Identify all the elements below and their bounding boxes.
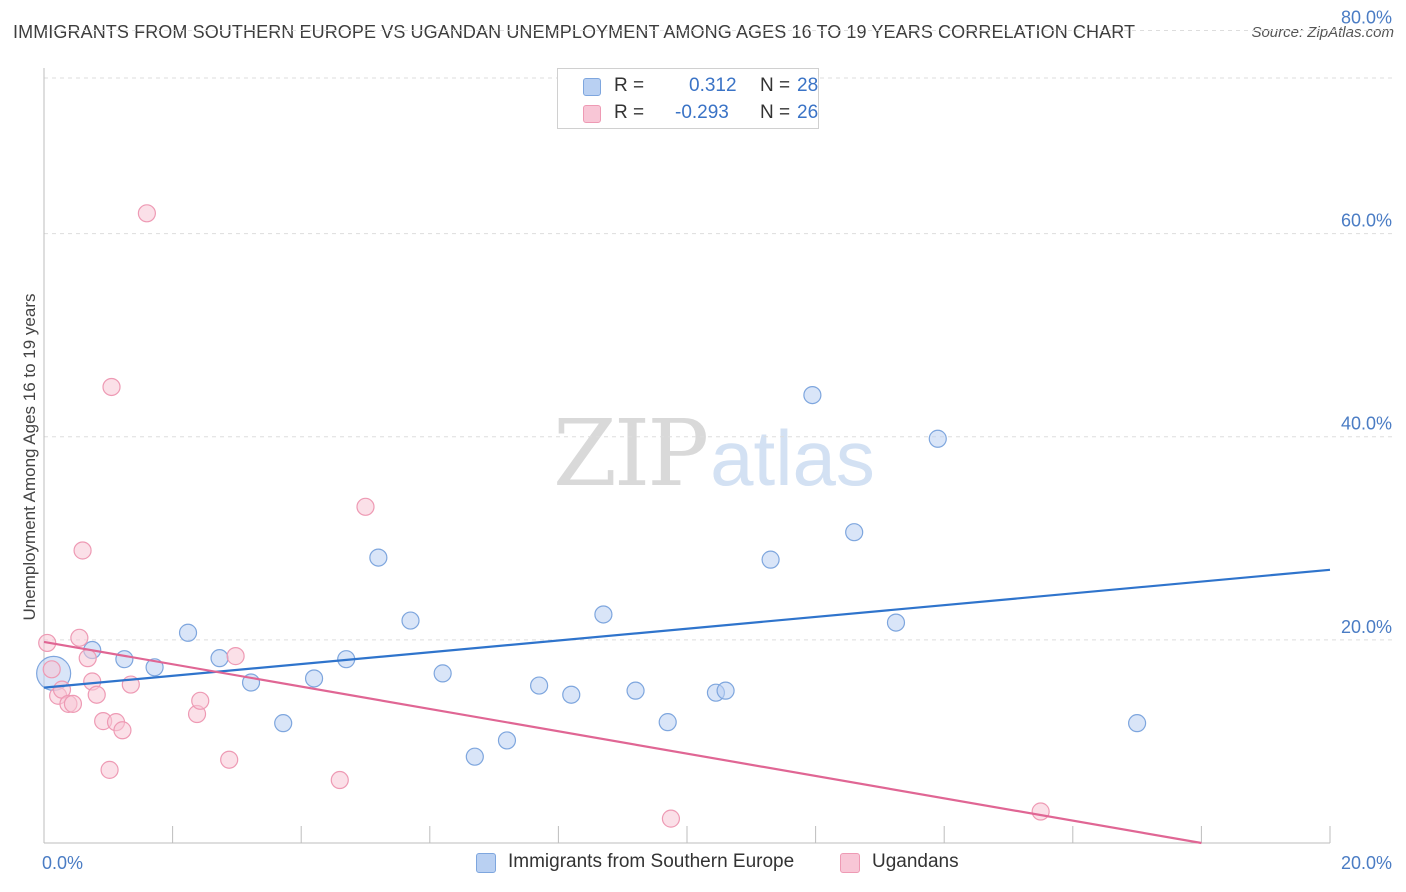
- pink-data-point: [42, 660, 61, 679]
- blue-data-point: [886, 613, 906, 632]
- blue-data-point: [803, 385, 822, 405]
- n-label: N =: [760, 75, 791, 96]
- pink-data-point: [330, 770, 349, 790]
- points-layer: [36, 204, 1147, 828]
- pink-data-point: [63, 694, 83, 713]
- pink-data-point: [220, 750, 239, 769]
- legend-label: Ugandans: [872, 851, 959, 872]
- x-tick-label: 20.0%: [1341, 853, 1392, 873]
- watermark: ZIPatlas: [553, 400, 875, 507]
- pink-data-point: [87, 685, 106, 704]
- pink-data-point: [100, 760, 119, 779]
- blue-data-point: [304, 669, 324, 688]
- blue-swatch: [476, 853, 496, 873]
- blue-trend-line: [43, 568, 1331, 689]
- n-value: 26: [797, 102, 819, 123]
- r-value: -0.293: [675, 102, 729, 123]
- blue-data-point: [845, 523, 864, 542]
- pink-swatch: [583, 105, 601, 123]
- blue-data-point: [594, 605, 613, 624]
- pink-data-point: [661, 809, 681, 828]
- pink-data-point: [102, 377, 121, 397]
- blue-data-point: [761, 550, 780, 569]
- pink-data-point: [78, 649, 97, 668]
- blue-data-point: [626, 681, 645, 700]
- pink-swatch: [840, 853, 860, 873]
- y-tick-label: 40.0%: [1341, 414, 1392, 434]
- x-tick-label: 0.0%: [42, 853, 83, 873]
- blue-data-point: [1127, 714, 1147, 733]
- axis-layer: [43, 68, 1331, 844]
- watermark-atlas: atlas: [710, 414, 875, 502]
- blue-data-point: [928, 429, 947, 448]
- blue-data-point: [658, 713, 677, 732]
- blue-data-point: [178, 623, 198, 642]
- pink-data-point: [70, 628, 89, 647]
- blue-data-point: [716, 681, 735, 700]
- trend-layer: [43, 568, 1331, 845]
- legend-label: Immigrants from Southern Europe: [508, 851, 795, 872]
- pink-data-point: [137, 204, 156, 223]
- blue-data-point: [497, 731, 517, 750]
- blue-data-point: [401, 611, 420, 630]
- pink-data-point: [356, 497, 375, 516]
- y-tick-label: 20.0%: [1341, 617, 1392, 637]
- blue-data-point: [274, 714, 293, 733]
- blue-data-point: [530, 676, 549, 695]
- pink-data-point: [226, 647, 245, 666]
- blue-data-point: [465, 747, 484, 766]
- blue-data-point: [210, 649, 229, 668]
- y-tick-label: 80.0%: [1341, 7, 1392, 27]
- watermark-zip: ZIP: [553, 400, 709, 507]
- pink-trend-line: [43, 640, 1202, 845]
- blue-data-point: [433, 664, 452, 683]
- pink-data-point: [191, 691, 210, 710]
- r-label: R =: [614, 75, 645, 96]
- source-credit: Source: ZipAtlas.com: [1251, 24, 1394, 41]
- blue-data-point: [369, 548, 388, 567]
- y-tick-label: 60.0%: [1341, 211, 1392, 231]
- correlation-legend: R = 0.312 N = 28 R = -0.293 N = 26: [557, 68, 819, 129]
- r-value: 0.312: [689, 75, 737, 96]
- blue-swatch: [583, 78, 601, 96]
- blue-data-point: [562, 685, 581, 704]
- blue-data-point: [115, 650, 134, 669]
- n-label: N =: [760, 102, 791, 123]
- n-value: 28: [797, 75, 819, 96]
- pink-data-point: [73, 541, 92, 560]
- pink-data-point: [113, 721, 132, 740]
- pink-data-point: [1031, 802, 1050, 821]
- chart-title: IMMIGRANTS FROM SOUTHERN EUROPE VS UGAND…: [13, 22, 1136, 42]
- r-label: R =: [614, 102, 645, 123]
- tick-label-layer: 20.0% 40.0% 60.0% 80.0% 0.0% 20.0%: [42, 7, 1392, 873]
- blue-data-point: [145, 658, 164, 677]
